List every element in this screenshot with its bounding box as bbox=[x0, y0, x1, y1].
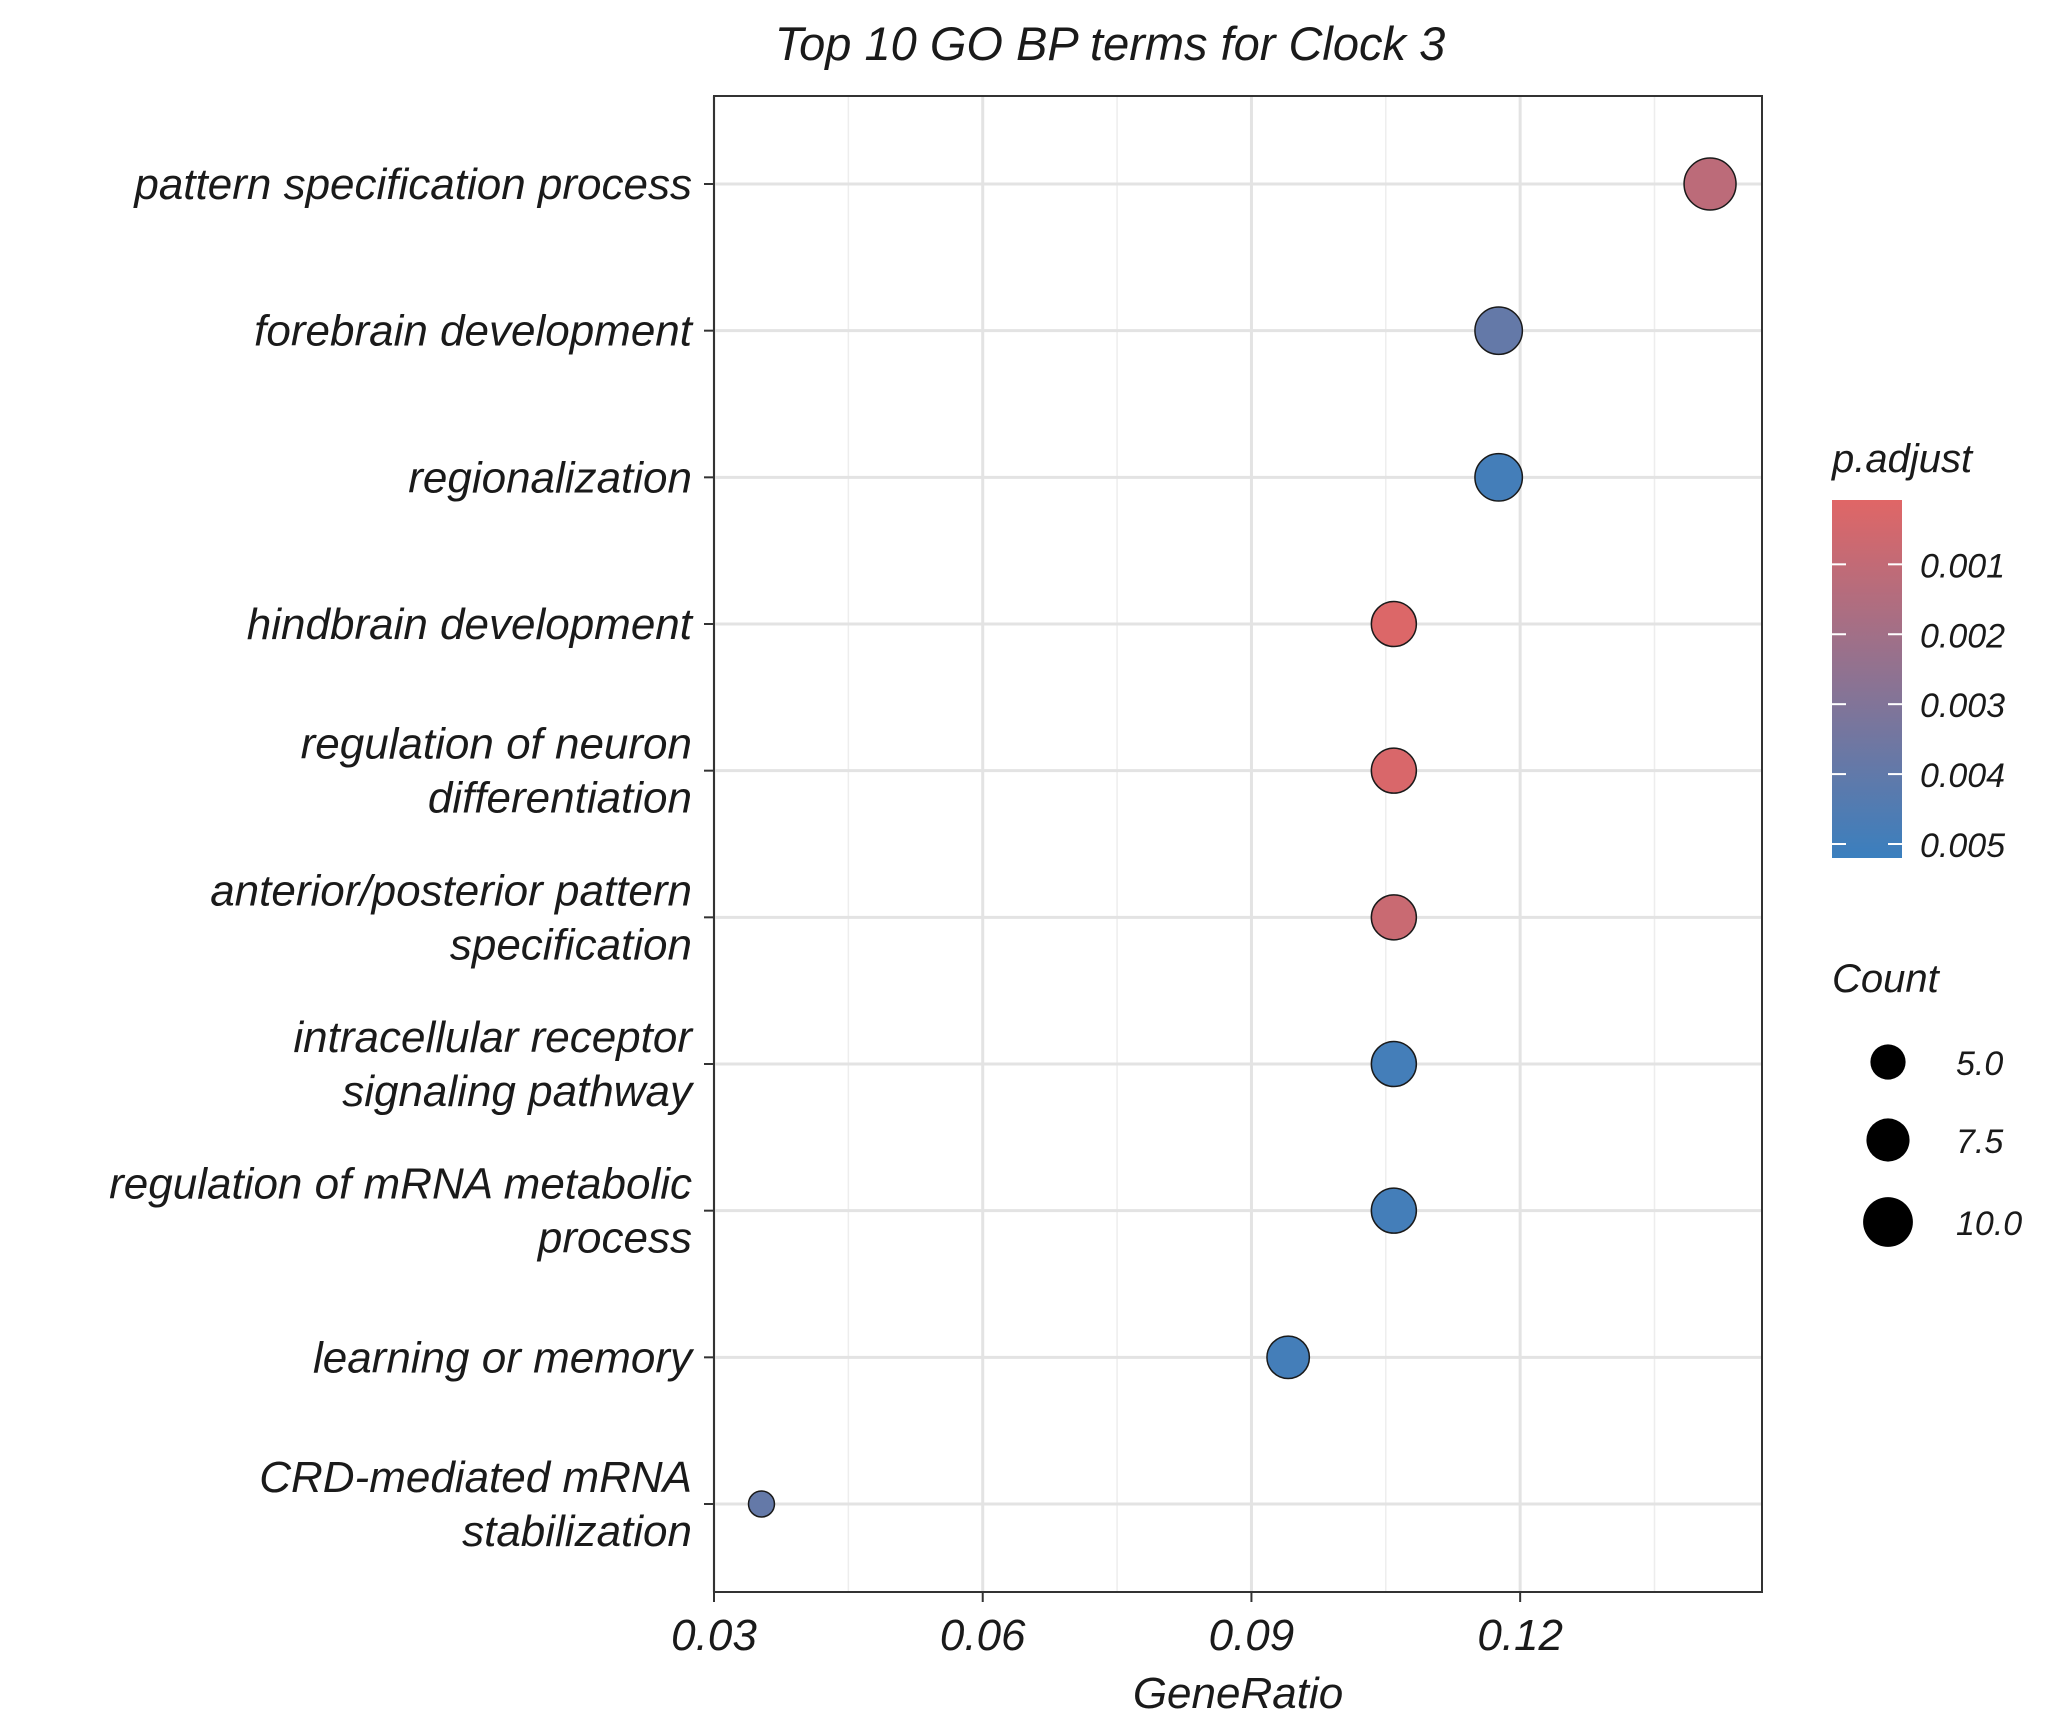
color-legend-title: p.adjust bbox=[1831, 437, 1974, 481]
size-key-circle bbox=[1866, 1118, 1910, 1162]
size-legend: Count 5.0 7.5 10.0 bbox=[1832, 957, 2022, 1247]
y-tick-label: regionalization bbox=[408, 453, 692, 502]
color-tick-label: 0.001 bbox=[1920, 547, 2005, 585]
size-key-label: 7.5 bbox=[1956, 1123, 2003, 1161]
y-tick-label: signaling pathway bbox=[342, 1067, 695, 1116]
y-tick-label: forebrain development bbox=[254, 307, 694, 356]
size-legend-keys: 5.0 7.5 10.0 bbox=[1863, 1044, 2022, 1247]
y-tick-label: regulation of neuron bbox=[301, 720, 692, 769]
data-point bbox=[1370, 1187, 1418, 1234]
chart-title: Top 10 GO BP terms for Clock 3 bbox=[775, 17, 1445, 70]
x-tick-label: 0.06 bbox=[940, 1611, 1026, 1660]
size-key-label: 5.0 bbox=[1956, 1045, 2003, 1083]
size-key-circle bbox=[1870, 1044, 1906, 1080]
y-tick-label: pattern specification process bbox=[132, 160, 692, 209]
size-key-label: 10.0 bbox=[1956, 1205, 2022, 1243]
y-tick-label: stabilization bbox=[462, 1507, 692, 1556]
data-points bbox=[747, 157, 1737, 1518]
x-axis: 0.03 0.06 0.09 0.12 bbox=[671, 1592, 1563, 1660]
y-tick-label: process bbox=[536, 1214, 692, 1263]
color-legend-bar bbox=[1832, 500, 1902, 858]
y-tick-label: differentiation bbox=[428, 774, 692, 823]
data-point bbox=[1266, 1335, 1311, 1380]
y-tick-label: regulation of mRNA metabolic bbox=[109, 1160, 692, 1209]
data-point bbox=[1370, 894, 1418, 941]
data-point bbox=[1474, 452, 1524, 502]
y-tick-label: learning or memory bbox=[313, 1333, 695, 1382]
size-legend-title: Count bbox=[1832, 957, 1941, 1001]
color-tick-label: 0.004 bbox=[1920, 757, 2005, 795]
plot-panel bbox=[714, 96, 1762, 1592]
data-point bbox=[1474, 306, 1524, 356]
y-tick-label: specification bbox=[450, 920, 692, 969]
color-tick-label: 0.002 bbox=[1920, 617, 2005, 655]
color-legend: p.adjust 0.001 0.002 0.003 0.004 0.005 bbox=[1831, 437, 2005, 865]
x-axis-label: GeneRatio bbox=[1133, 1669, 1343, 1718]
data-point bbox=[1370, 747, 1418, 794]
data-point bbox=[747, 1490, 776, 1518]
data-point bbox=[1370, 1040, 1418, 1088]
y-axis: pattern specification process forebrain d… bbox=[109, 160, 714, 1556]
plot-border bbox=[713, 95, 1763, 1593]
y-tick-label: anterior/posterior pattern bbox=[210, 866, 692, 915]
color-legend-ticks: 0.001 0.002 0.003 0.004 0.005 bbox=[1832, 547, 2005, 865]
y-tick-label: intracellular receptor bbox=[293, 1013, 694, 1062]
color-tick-label: 0.003 bbox=[1920, 687, 2005, 725]
data-point bbox=[1683, 157, 1737, 211]
x-tick-label: 0.03 bbox=[671, 1611, 757, 1660]
x-tick-label: 0.12 bbox=[1477, 1611, 1563, 1660]
x-tick-label: 0.09 bbox=[1209, 1611, 1295, 1660]
color-tick-label: 0.005 bbox=[1920, 827, 2005, 865]
y-tick-label: CRD-mediated mRNA bbox=[259, 1453, 692, 1502]
size-key-circle bbox=[1863, 1197, 1913, 1247]
y-tick-label: hindbrain development bbox=[247, 600, 694, 649]
data-point bbox=[1370, 600, 1418, 648]
